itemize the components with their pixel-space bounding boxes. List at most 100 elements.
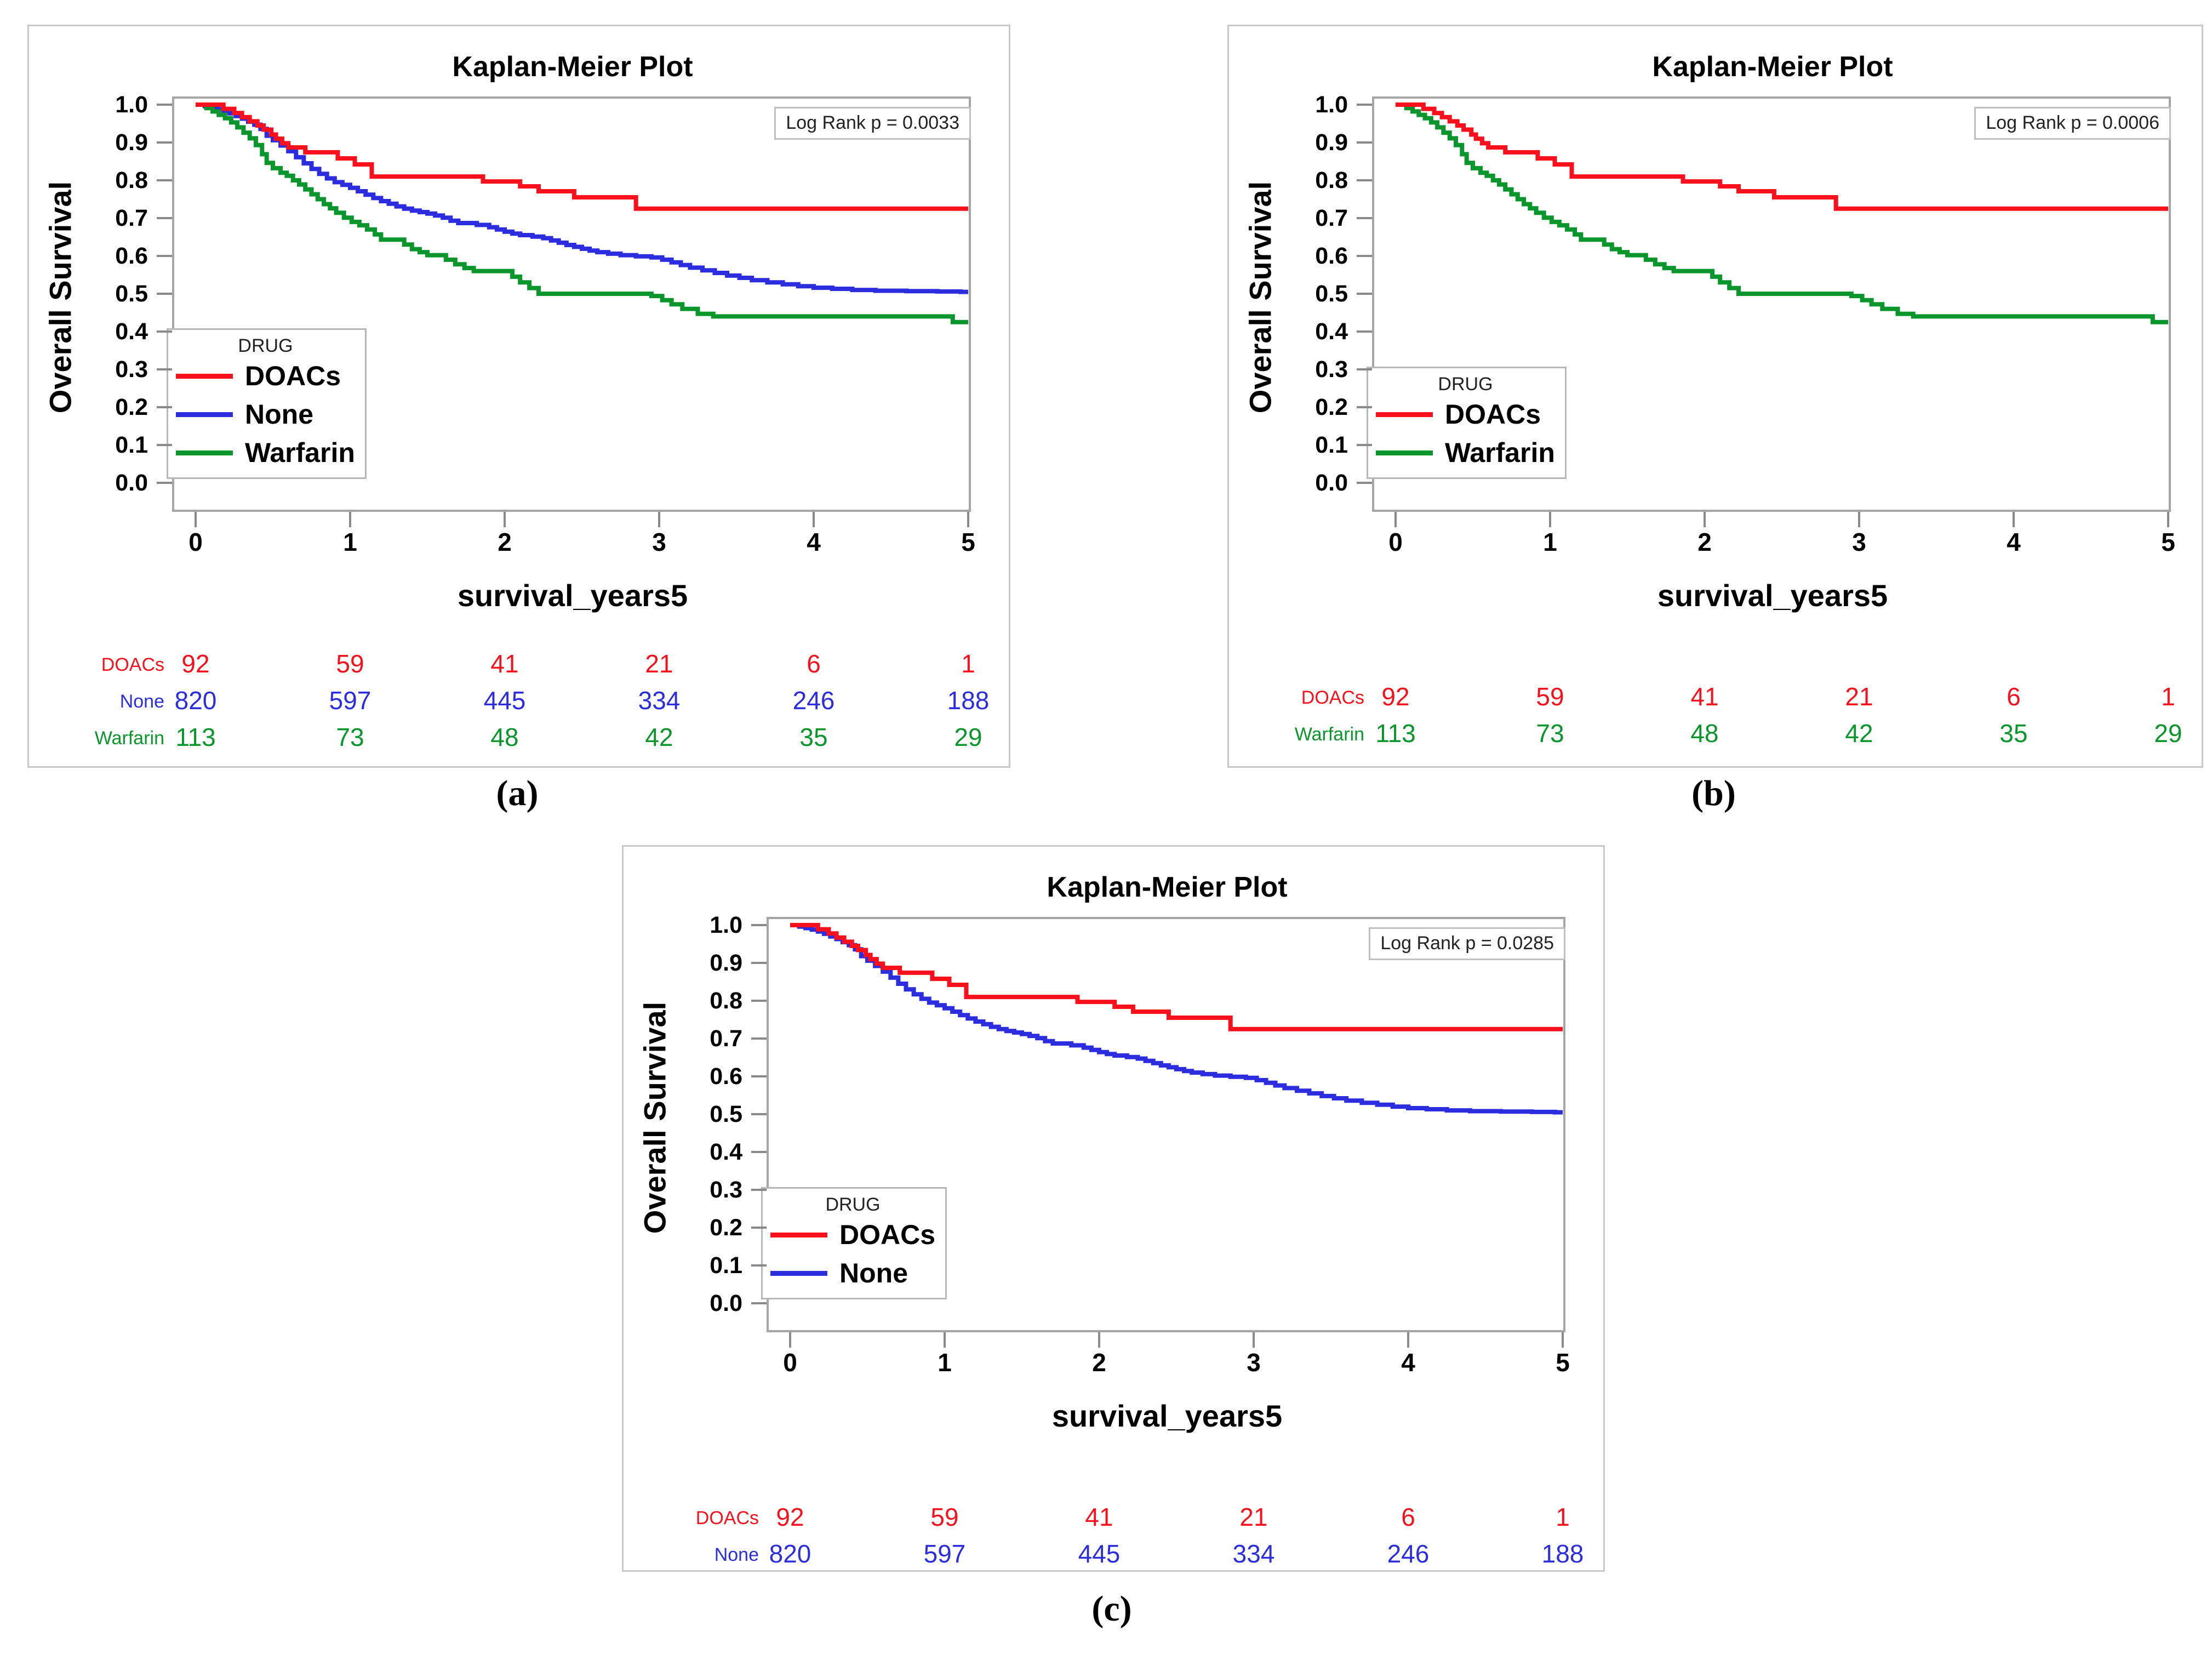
risk-count: 246 <box>1387 1539 1430 1568</box>
x-tick-mark <box>1394 512 1397 527</box>
legend-rows: DOACs Warfarin <box>1376 395 1555 472</box>
y-tick-mark <box>1357 141 1372 144</box>
risk-count: 48 <box>1690 719 1719 748</box>
x-tick-mark <box>1704 512 1706 527</box>
x-tick-label: 1 <box>938 1348 952 1377</box>
x-axis-label: survival_years5 <box>457 578 688 613</box>
y-tick-label: 0.4 <box>710 1139 742 1165</box>
x-tick-mark <box>1858 512 1860 527</box>
x-tick-mark <box>1549 512 1551 527</box>
km-curves-svg <box>790 923 1563 1115</box>
risk-count: 73 <box>1536 719 1564 748</box>
risk-row-label-DOACs: DOACs <box>695 1508 759 1528</box>
x-tick-label: 4 <box>807 528 821 556</box>
legend-line-swatch <box>176 412 233 417</box>
legend: DRUG DOACs None Warfarin <box>167 328 367 479</box>
risk-count: 21 <box>1845 682 1873 711</box>
y-tick-mark <box>751 962 767 964</box>
y-tick-label: 0.5 <box>710 1101 742 1127</box>
risk-count: 445 <box>1078 1539 1121 1568</box>
legend-item-label: Warfarin <box>1445 437 1555 468</box>
x-tick-mark <box>1253 1332 1255 1348</box>
plot-area: Log Rank p = 0.0285 DRUG DOACs None <box>761 917 1565 1332</box>
legend-title: DRUG <box>238 335 293 356</box>
y-tick-label: 1.0 <box>710 912 742 938</box>
legend-item-DOACs: DOACs <box>770 1216 935 1254</box>
y-tick-label: 0.6 <box>1315 243 1348 269</box>
y-tick-label: 0.3 <box>1315 356 1348 383</box>
y-tick-mark <box>751 924 767 926</box>
risk-count: 597 <box>923 1539 966 1568</box>
x-tick-mark <box>1098 1332 1100 1348</box>
y-tick-label: 0.8 <box>710 988 742 1014</box>
y-tick-label: 0.5 <box>1315 281 1348 307</box>
y-tick-label: 0.9 <box>115 129 148 156</box>
legend-item-Warfarin: Warfarin <box>176 434 355 472</box>
risk-count: 59 <box>336 649 364 678</box>
y-tick-label: 0.2 <box>710 1214 742 1241</box>
y-tick-label: 0.6 <box>710 1063 742 1090</box>
x-tick-label: 0 <box>188 528 203 556</box>
legend-item-label: DOACs <box>839 1219 936 1250</box>
risk-row-label-DOACs: DOACs <box>1301 687 1364 708</box>
risk-count: 42 <box>1845 719 1873 748</box>
x-tick-label: 2 <box>1092 1348 1106 1377</box>
y-tick-mark <box>751 1000 767 1002</box>
legend-item-None: None <box>770 1254 935 1292</box>
legend-item-label: None <box>839 1258 908 1288</box>
figure-caption-b: (b) <box>1691 773 1736 813</box>
risk-count: 597 <box>329 686 371 715</box>
risk-count: 41 <box>1085 1503 1113 1531</box>
y-tick-label: 0.9 <box>710 950 742 976</box>
y-tick-mark <box>157 482 172 484</box>
chart-title: Kaplan-Meier Plot <box>452 51 693 83</box>
y-tick-mark <box>751 1302 767 1304</box>
risk-count: 334 <box>1232 1539 1275 1568</box>
risk-count: 21 <box>645 649 673 678</box>
risk-row-label-None: None <box>714 1544 759 1565</box>
legend-item-DOACs: DOACs <box>1376 395 1555 434</box>
log-rank-annotation: Log Rank p = 0.0033 <box>774 107 971 140</box>
risk-count: 1 <box>1556 1503 1570 1531</box>
legend-rows: DOACs None <box>770 1216 935 1292</box>
km-curve-DOACs <box>1396 102 2168 211</box>
y-tick-mark <box>751 1113 767 1115</box>
y-tick-mark <box>157 406 172 408</box>
x-tick-label: 5 <box>1556 1348 1570 1377</box>
risk-count: 41 <box>1690 682 1719 711</box>
y-tick-label: 1.0 <box>1315 92 1348 118</box>
y-tick-label: 0.0 <box>115 470 148 496</box>
x-tick-label: 5 <box>961 528 975 556</box>
y-tick-label: 0.4 <box>115 318 148 345</box>
y-tick-label: 0.7 <box>710 1025 742 1052</box>
legend-line-swatch <box>1376 412 1433 417</box>
legend-item-None: None <box>176 395 355 434</box>
x-tick-label: 0 <box>1388 528 1403 556</box>
x-tick-label: 2 <box>1697 528 1712 556</box>
risk-row-label-DOACs: DOACs <box>101 654 164 675</box>
y-tick-label: 0.9 <box>1315 129 1348 156</box>
y-tick-mark <box>1357 482 1372 484</box>
y-tick-mark <box>157 368 172 370</box>
risk-count: 21 <box>1239 1503 1268 1531</box>
legend-title: DRUG <box>825 1194 881 1215</box>
km-curve-Warfarin <box>1396 102 2168 324</box>
y-tick-label: 0.7 <box>1315 205 1348 231</box>
risk-count: 73 <box>336 723 364 751</box>
x-tick-mark <box>2167 512 2169 527</box>
y-tick-label: 0.3 <box>115 356 148 383</box>
y-tick-label: 0.5 <box>115 281 148 307</box>
risk-count: 1 <box>2161 682 2175 711</box>
legend-item-label: DOACs <box>1445 399 1541 430</box>
y-tick-mark <box>157 444 172 446</box>
risk-count: 35 <box>799 723 828 751</box>
y-tick-label: 0.1 <box>710 1252 742 1279</box>
x-tick-mark <box>789 1332 791 1348</box>
risk-count: 188 <box>1541 1539 1584 1568</box>
x-tick-mark <box>1562 1332 1564 1348</box>
legend: DRUG DOACs None <box>761 1187 947 1299</box>
x-tick-mark <box>944 1332 946 1348</box>
km-curves-svg <box>1396 102 2168 324</box>
y-tick-mark <box>751 1189 767 1191</box>
y-tick-mark <box>1357 293 1372 295</box>
